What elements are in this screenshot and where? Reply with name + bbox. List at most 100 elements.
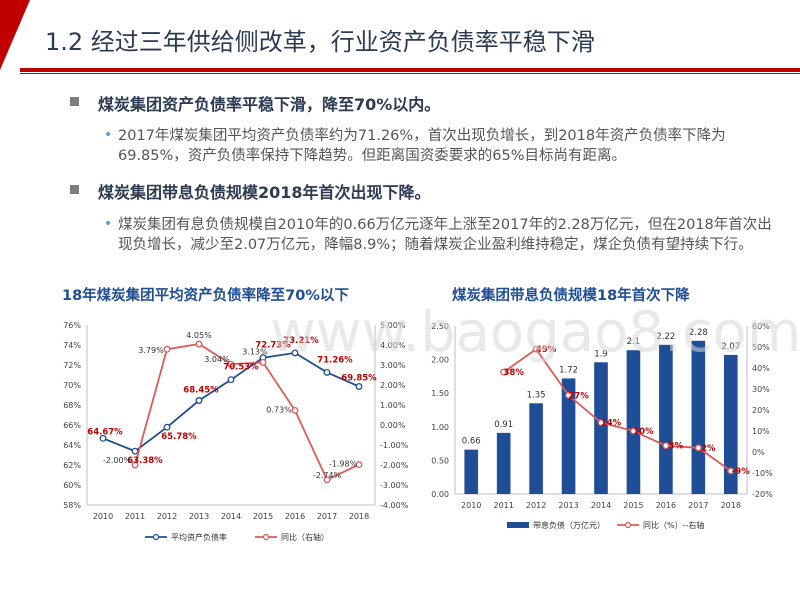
y-tick-label-left: 64%: [63, 441, 81, 450]
x-tick-label: 2016: [656, 501, 676, 510]
y-tick-label-right: 3.00%: [380, 361, 406, 370]
y-tick-label-left: 68%: [63, 401, 81, 410]
data-label-yoy: 0.73%: [266, 405, 292, 414]
y-tick-label-right: -2.00%: [380, 461, 409, 470]
y-tick-label-right: 0.00%: [380, 421, 406, 430]
y-tick-label-left: 1.50: [431, 389, 449, 398]
y-tick-label-left: 0.00: [431, 490, 449, 499]
data-label-yoy: -2.00%: [103, 456, 132, 465]
data-point: [694, 444, 702, 452]
x-tick-label: 2017: [688, 501, 708, 510]
data-label-yoy: 2%: [701, 444, 716, 454]
legend-marker: [152, 533, 160, 541]
y-tick-label-right: -10%: [752, 469, 773, 478]
page-title: 1.2 经过三年供给侧改革，行业资产负债率平稳下滑: [45, 28, 595, 56]
data-point: [195, 397, 203, 404]
y-tick-label-left: 66%: [63, 421, 81, 430]
x-tick-label: 2012: [157, 512, 177, 521]
y-tick-label-right: 60%: [752, 322, 770, 331]
bullet-heading-2-text: 煤炭集团带息负债规模2018年首次出现下降。: [98, 183, 431, 202]
data-label-yoy: 27%: [568, 391, 589, 401]
legend-marker: [262, 533, 270, 541]
y-tick-label-right: 30%: [752, 385, 770, 394]
data-point: [131, 461, 139, 469]
y-tick-label-right: 4.00%: [380, 341, 406, 350]
y-tick-label-left: 76%: [63, 321, 81, 330]
data-point: [163, 423, 171, 431]
data-label-yoy: -1.98%: [329, 460, 358, 469]
bar: [496, 432, 511, 494]
data-point: [291, 406, 299, 414]
bar: [529, 403, 543, 494]
bullet-heading-1-text: 煤炭集团资产负债率平稳下滑，降至70%以内。: [98, 95, 441, 114]
x-tick-label: 2014: [591, 501, 611, 510]
bar: [464, 449, 479, 494]
legend-label-debt: 带息负债（万亿元）: [533, 520, 605, 530]
data-point: [227, 360, 235, 368]
x-tick-label: 2013: [558, 501, 578, 510]
data-point: [532, 345, 540, 353]
bar-value-label: 2.22: [656, 332, 675, 342]
data-point: [355, 461, 363, 469]
y-tick-label-left: 58%: [63, 501, 81, 510]
data-label-yoy: -2.74%: [313, 471, 342, 480]
y-tick-label-left: 62%: [63, 461, 81, 470]
data-label-debt-ratio: 69.85%: [341, 374, 377, 384]
y-tick-label-left: 60%: [63, 481, 81, 490]
data-point: [131, 447, 139, 455]
x-tick-label: 2015: [623, 501, 643, 510]
y-tick-label-right: 20%: [752, 406, 770, 415]
title-divider-thin: [20, 73, 800, 74]
data-label-yoy: 10%: [633, 427, 654, 437]
series-line-yoy: [134, 343, 360, 482]
data-label-yoy: 4.05%: [186, 331, 212, 340]
x-tick-label: 2010: [93, 512, 113, 521]
data-point: [259, 358, 267, 366]
legend-label-yoy: 同比（右轴）: [281, 532, 329, 542]
bar-value-label: 1.9: [594, 349, 608, 359]
data-label-yoy: 3.79%: [138, 346, 164, 355]
legend-label-yoy: 同比（%）--右轴: [643, 520, 704, 530]
x-tick-label: 2018: [349, 512, 369, 521]
bar: [723, 354, 738, 494]
title-accent: [0, 0, 30, 70]
legend-marker: [624, 521, 632, 529]
bar: [659, 344, 673, 494]
data-point: [565, 391, 573, 399]
bar-value-label: 1.35: [527, 390, 546, 400]
sub-bullet-dot-icon: •: [104, 216, 113, 232]
y-tick-label-left: 2.50: [431, 322, 449, 331]
data-point: [727, 467, 735, 475]
bar-value-label: 0.91: [494, 420, 513, 430]
y-tick-label-right: -3.00%: [380, 481, 409, 490]
sub-bullet-dot-icon: •: [104, 127, 113, 143]
data-label-debt-ratio: 65.78%: [161, 432, 197, 442]
data-point: [227, 376, 235, 384]
data-label-yoy: 3.13%: [242, 347, 268, 356]
chart-1-title: 18年煤炭集团平均资产负债率降至70%以下: [62, 288, 349, 304]
bar: [691, 340, 706, 494]
y-tick-label-left: 70%: [63, 381, 81, 390]
y-tick-label-left: 2.00: [431, 356, 449, 365]
y-tick-label-right: -20%: [752, 490, 773, 499]
x-tick-label: 2010: [461, 501, 481, 510]
x-tick-label: 2017: [317, 512, 337, 521]
data-label-yoy: -9%: [732, 467, 750, 477]
x-tick-label: 2012: [526, 501, 546, 510]
data-label-debt-ratio: 72.73%: [255, 341, 291, 351]
bar: [594, 362, 608, 494]
data-point: [163, 345, 171, 353]
bar-value-label: 2.28: [689, 328, 708, 338]
data-point: [629, 427, 637, 435]
data-point: [323, 476, 331, 484]
data-label-debt-ratio: 71.26%: [317, 355, 353, 365]
data-point: [195, 340, 203, 348]
data-label-yoy: 38%: [503, 368, 524, 378]
bullet-heading-2: 煤炭集团带息负债规模2018年首次出现下降。: [70, 179, 431, 203]
y-tick-label-right: 40%: [752, 364, 770, 373]
y-tick-label-right: 0%: [752, 448, 765, 457]
y-tick-label-right: 10%: [752, 427, 770, 436]
data-label-debt-ratio: 63.38%: [127, 456, 163, 466]
bar: [561, 378, 576, 494]
data-label-debt-ratio: 70.53%: [223, 363, 259, 373]
